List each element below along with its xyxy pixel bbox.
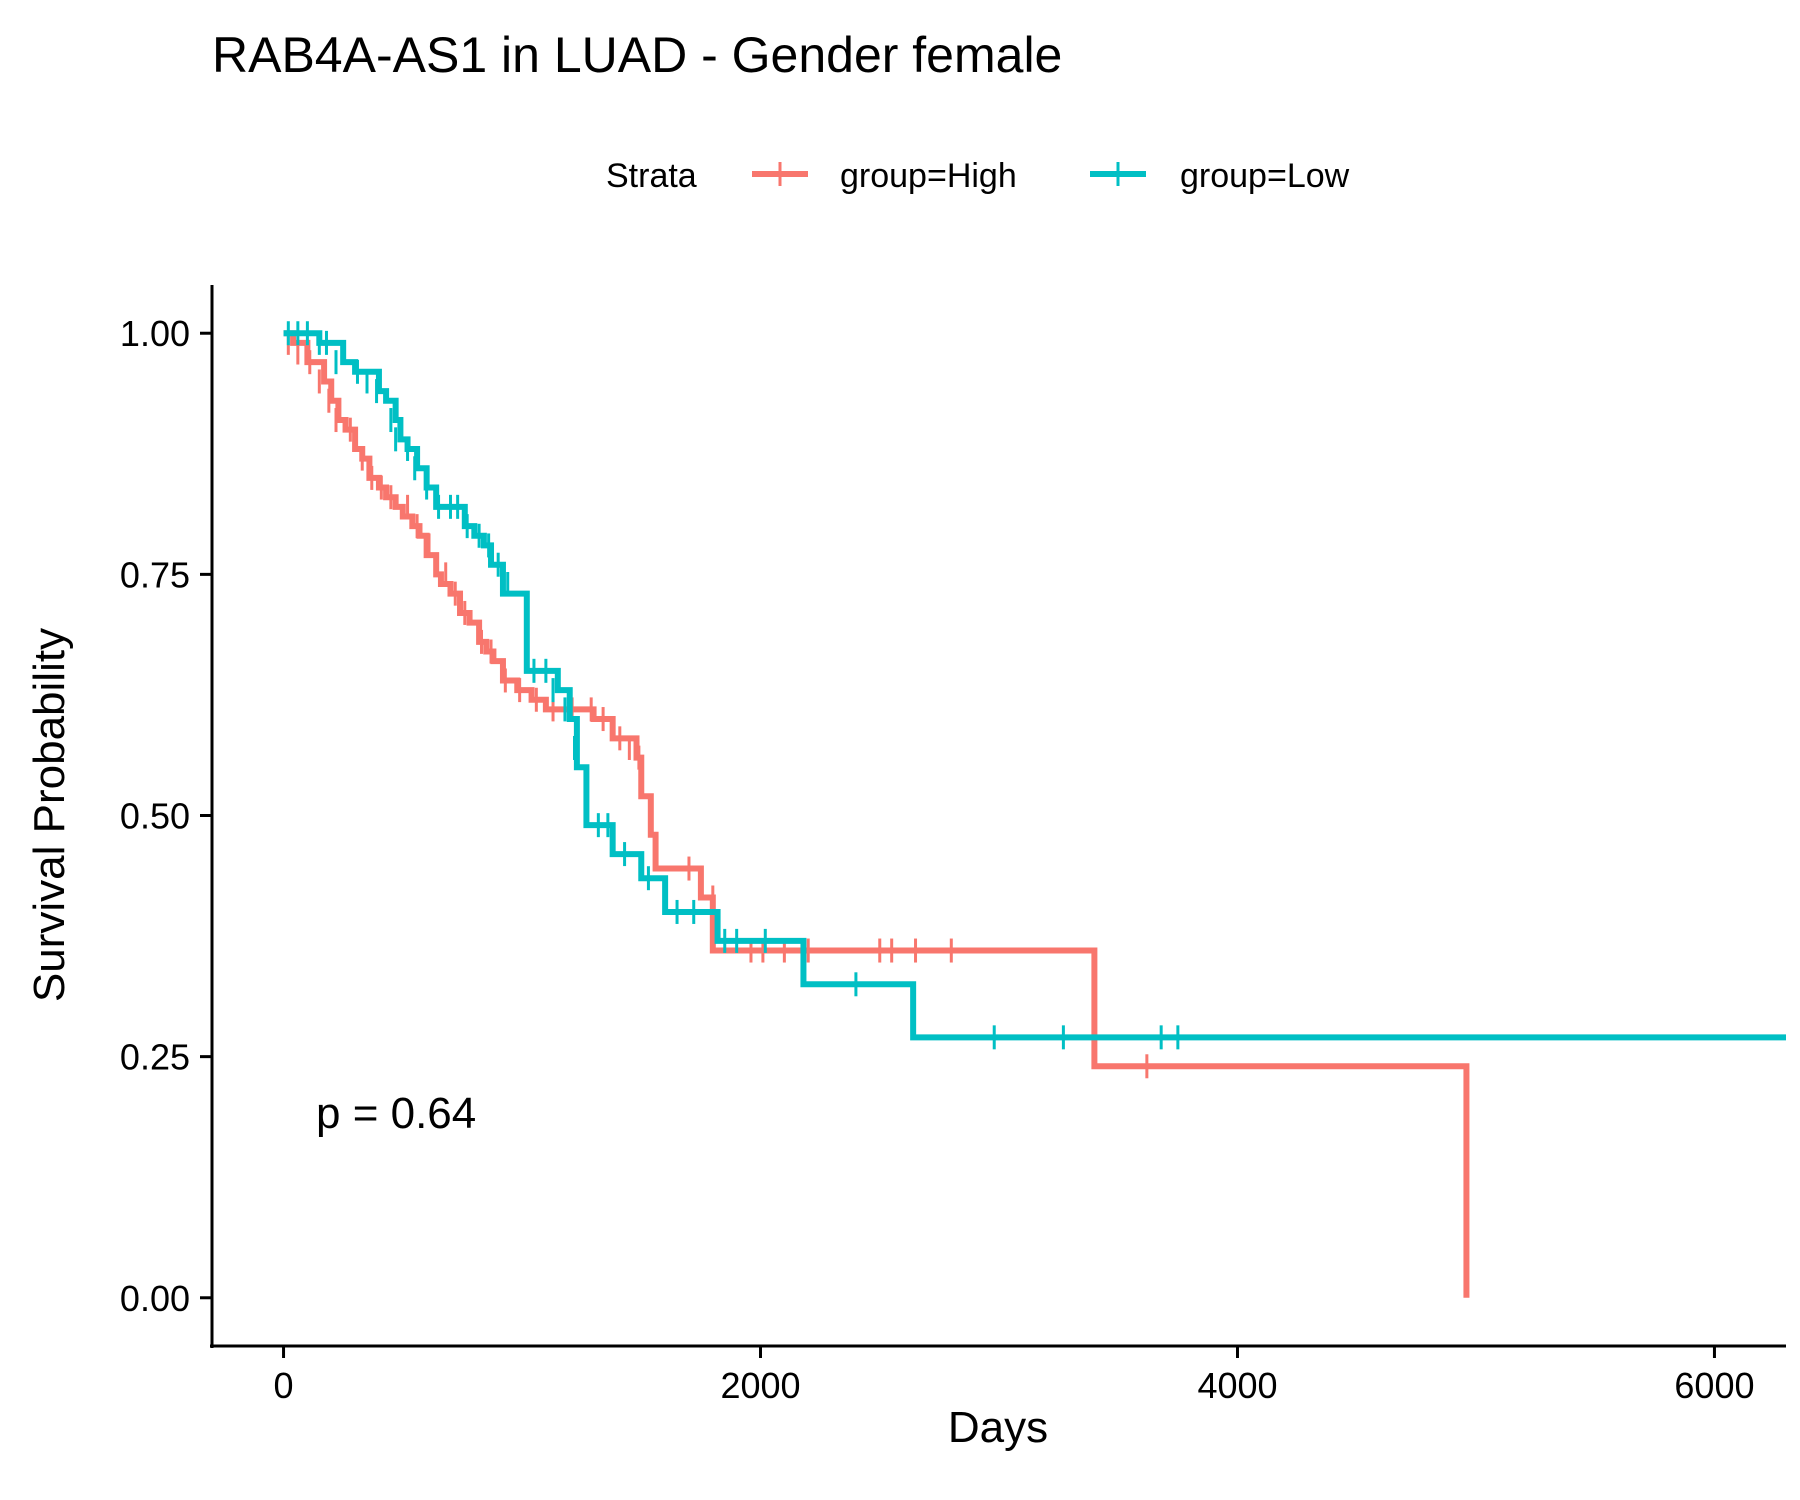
legend-title: Strata (606, 157, 697, 195)
survival-curve-group-high (283, 330, 1470, 1298)
p-value-annotation: p = 0.64 (316, 1089, 476, 1138)
x-tick-label: 0 (274, 1365, 294, 1406)
y-tick-label: 0.25 (120, 1037, 190, 1078)
legend-item-high: group=High (752, 157, 1017, 195)
y-axis-ticks: 0.00 0.25 0.50 0.75 1.00 (120, 313, 212, 1319)
legend-label-high: group=High (840, 157, 1017, 195)
legend-label-low: group=Low (1180, 157, 1350, 195)
y-axis-title: Survival Probability (25, 628, 74, 1002)
chart-title: RAB4A-AS1 in LUAD - Gender female (212, 27, 1062, 83)
legend-item-low: group=Low (1090, 157, 1350, 195)
y-tick-label: 1.00 (120, 313, 190, 354)
y-tick-label: 0.50 (120, 796, 190, 837)
x-axis-title: Days (948, 1403, 1048, 1452)
plot-area (283, 321, 1786, 1298)
x-tick-label: 4000 (1197, 1365, 1277, 1406)
x-tick-label: 2000 (720, 1365, 800, 1406)
legend: Strata group=High group=Low (606, 157, 1350, 195)
y-tick-label: 0.00 (120, 1278, 190, 1319)
x-axis-ticks: 0 2000 4000 6000 (274, 1346, 1755, 1406)
x-tick-label: 6000 (1674, 1365, 1754, 1406)
y-tick-label: 0.75 (120, 554, 190, 595)
survival-curve-group-low (283, 330, 1786, 1041)
